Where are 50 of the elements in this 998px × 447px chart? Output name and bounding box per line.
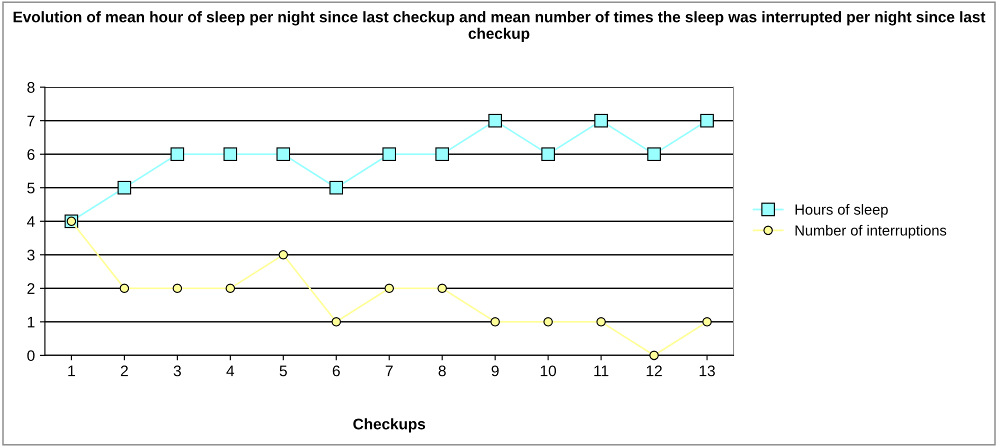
y-tick-label: 0 — [27, 350, 35, 362]
x-tick-label: 5 — [280, 366, 287, 376]
x-axis-title: Checkups — [353, 418, 426, 432]
point — [700, 114, 714, 128]
x-tick-label: 12 — [646, 365, 662, 376]
point — [649, 350, 659, 360]
y-tick-label: 3 — [27, 250, 35, 260]
point — [647, 147, 661, 162]
point — [435, 147, 449, 162]
x-tick-label: 9 — [492, 365, 499, 376]
point — [329, 180, 344, 195]
y-tick-label: 2 — [27, 283, 34, 294]
point — [702, 317, 712, 327]
point — [278, 250, 288, 260]
point — [490, 317, 500, 327]
point — [170, 147, 184, 162]
y-tick-label: 7 — [27, 116, 34, 126]
x-tick-label: 3 — [174, 365, 181, 376]
legend-label: Hours of sleep — [796, 204, 888, 218]
x-tick-label: 1 — [68, 366, 75, 376]
point — [332, 317, 341, 327]
x-tick-label: 4 — [226, 366, 234, 376]
point — [543, 317, 553, 327]
x-tick-label: 8 — [438, 365, 446, 376]
point — [596, 317, 606, 327]
chart-title: Evolution of mean hour of sleep per night since last checkup and mean number of times the sleep was interrupted per night since last checkup — [14, 11, 986, 42]
point — [488, 114, 502, 128]
y-tick-label: 1 — [28, 316, 34, 328]
point — [224, 147, 238, 162]
point — [120, 284, 130, 294]
point — [594, 114, 608, 128]
x-tick-label: 13 — [700, 365, 715, 376]
point — [276, 147, 290, 162]
point — [172, 284, 182, 294]
y-tick-label: 8 — [27, 82, 35, 93]
y-tick-label: 4 — [27, 216, 35, 227]
point — [118, 180, 132, 195]
legend-label: Number of interruptions — [796, 224, 946, 239]
x-tick-label: 2 — [120, 365, 128, 376]
x-tick-label: 10 — [540, 365, 556, 376]
y-tick-label: 6 — [27, 149, 35, 160]
point — [384, 284, 394, 294]
point — [437, 284, 447, 294]
point — [382, 147, 396, 162]
x-tick-label: 7 — [386, 366, 393, 376]
y-tick-label: 5 — [27, 182, 35, 194]
point — [226, 284, 236, 294]
point — [541, 147, 555, 162]
x-tick-label: 11 — [594, 366, 608, 376]
x-tick-label: 6 — [332, 365, 340, 376]
